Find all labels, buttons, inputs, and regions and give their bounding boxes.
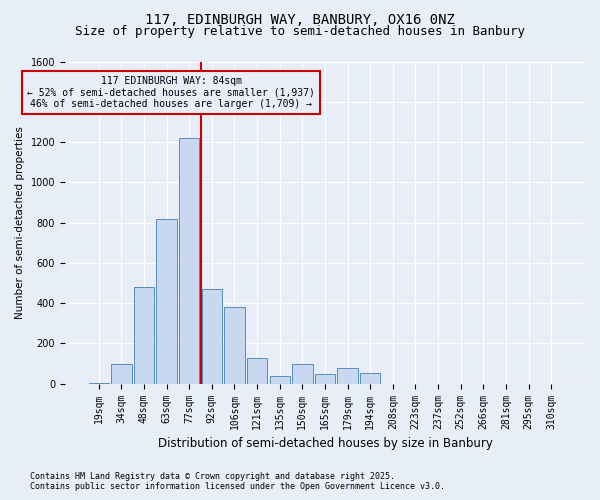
Bar [134, 287, 154, 384]
Bar [269, 376, 290, 384]
Bar [292, 364, 313, 384]
Bar [157, 218, 177, 384]
Bar [337, 368, 358, 384]
Bar [360, 372, 380, 384]
Bar [179, 138, 199, 384]
Bar [247, 358, 267, 384]
Bar [202, 289, 222, 384]
Text: Contains public sector information licensed under the Open Government Licence v3: Contains public sector information licen… [30, 482, 445, 491]
Bar [315, 374, 335, 384]
Text: 117 EDINBURGH WAY: 84sqm
← 52% of semi-detached houses are smaller (1,937)
46% o: 117 EDINBURGH WAY: 84sqm ← 52% of semi-d… [27, 76, 315, 109]
Bar [111, 364, 131, 384]
X-axis label: Distribution of semi-detached houses by size in Banbury: Distribution of semi-detached houses by … [158, 437, 493, 450]
Bar [89, 382, 109, 384]
Text: 117, EDINBURGH WAY, BANBURY, OX16 0NZ: 117, EDINBURGH WAY, BANBURY, OX16 0NZ [145, 12, 455, 26]
Y-axis label: Number of semi-detached properties: Number of semi-detached properties [15, 126, 25, 319]
Text: Size of property relative to semi-detached houses in Banbury: Size of property relative to semi-detach… [75, 25, 525, 38]
Text: Contains HM Land Registry data © Crown copyright and database right 2025.: Contains HM Land Registry data © Crown c… [30, 472, 395, 481]
Bar [224, 307, 245, 384]
